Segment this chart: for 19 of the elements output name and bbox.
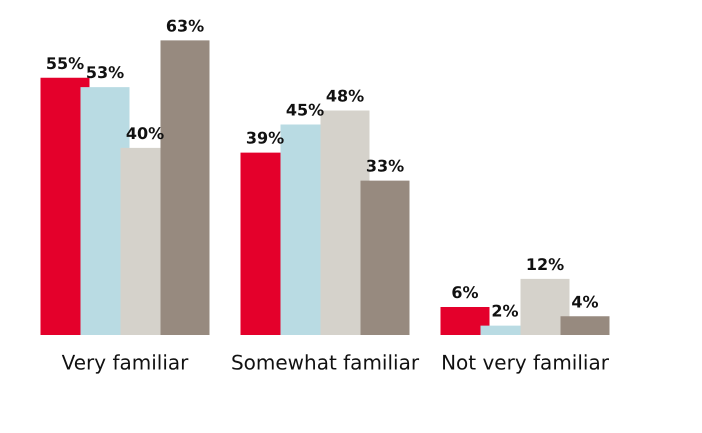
data-label: 40% bbox=[126, 124, 164, 143]
bar bbox=[360, 180, 410, 335]
data-label: 4% bbox=[571, 292, 599, 312]
bar bbox=[520, 278, 570, 335]
data-label: 39% bbox=[246, 128, 284, 148]
data-label: 63% bbox=[166, 16, 204, 36]
data-label: 48% bbox=[326, 86, 364, 106]
data-label: 12% bbox=[526, 254, 564, 274]
bar bbox=[560, 316, 610, 335]
data-label: 2% bbox=[491, 302, 519, 321]
x-tick-label: Somewhat familiar bbox=[230, 350, 420, 374]
bar bbox=[440, 306, 490, 335]
data-label: 55% bbox=[46, 54, 84, 73]
data-label: 33% bbox=[366, 156, 404, 176]
x-tick-label: Very familiar bbox=[62, 350, 190, 374]
x-tick-label: Not very familiar bbox=[441, 350, 610, 374]
data-label: 45% bbox=[286, 100, 324, 120]
data-label: 6% bbox=[451, 282, 479, 302]
data-label: 53% bbox=[86, 63, 124, 82]
